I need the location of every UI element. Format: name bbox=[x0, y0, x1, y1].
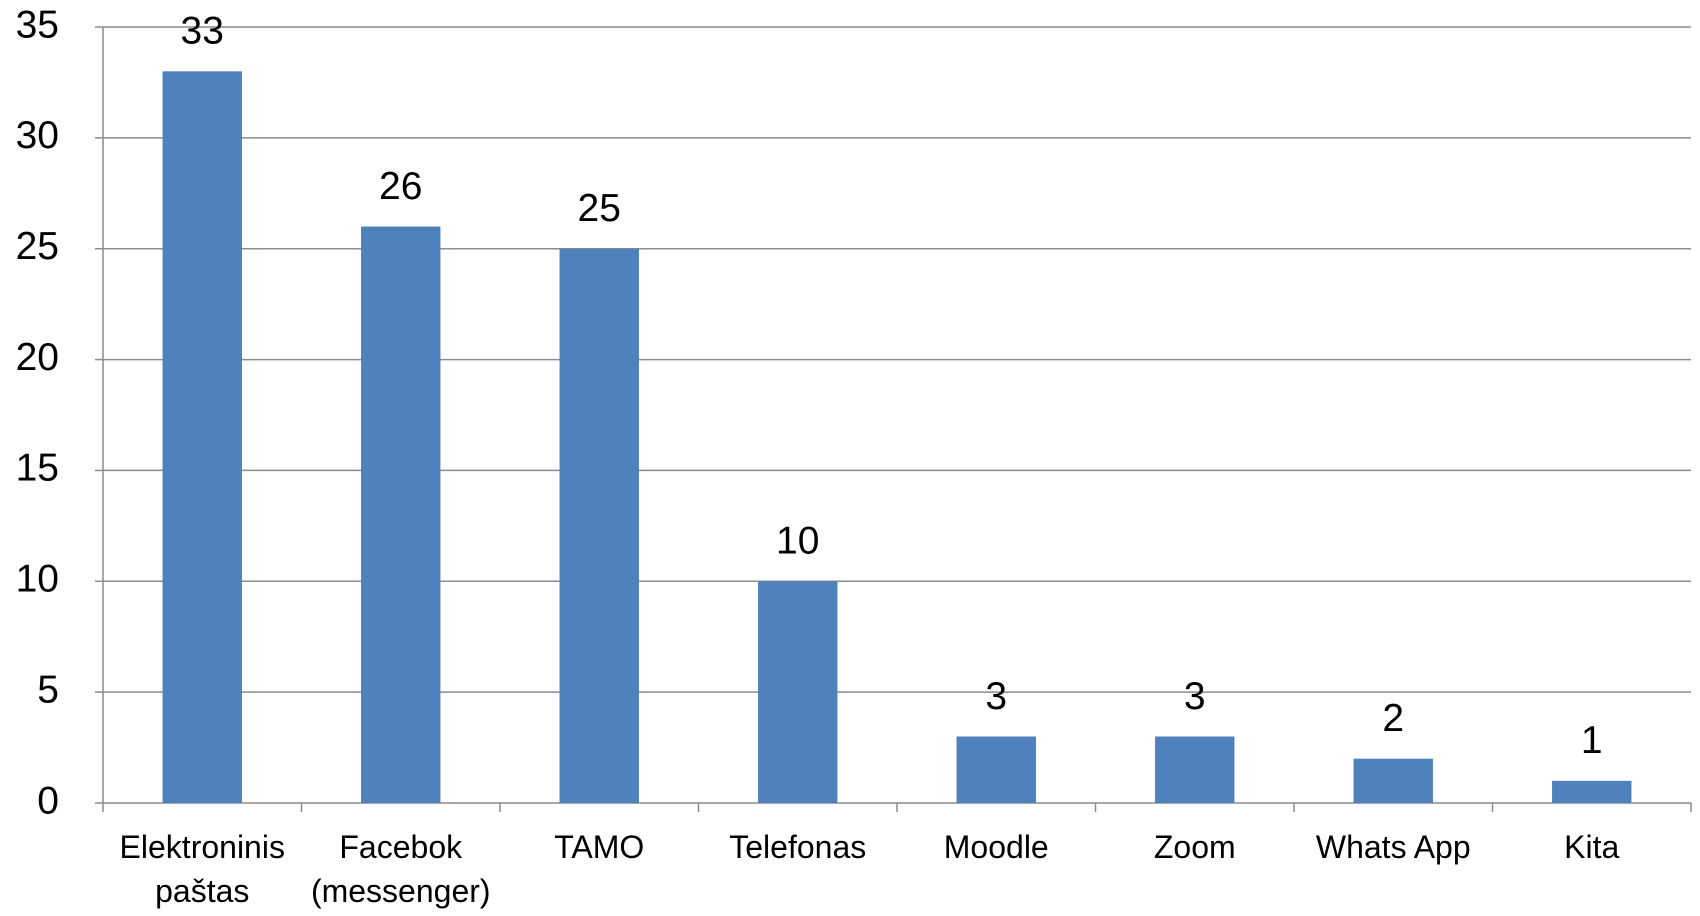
bar bbox=[559, 248, 639, 803]
data-label: 3 bbox=[1184, 675, 1206, 718]
x-tick-label: Elektroninis paštas bbox=[119, 829, 285, 909]
data-label: 3 bbox=[985, 675, 1007, 718]
bar bbox=[956, 736, 1036, 803]
x-tick-label: Telefonas bbox=[729, 829, 867, 865]
y-tick-label: 15 bbox=[16, 447, 59, 490]
x-tick-label: Zoom bbox=[1153, 829, 1236, 865]
x-tick-label: Moodle bbox=[943, 829, 1049, 865]
y-tick-label: 20 bbox=[16, 336, 59, 379]
x-tick-label: Facebok (messenger) bbox=[310, 829, 491, 909]
y-tick-label: 5 bbox=[37, 668, 59, 711]
x-tick-label: Whats App bbox=[1315, 829, 1471, 865]
data-label: 10 bbox=[776, 520, 819, 563]
data-label: 25 bbox=[578, 187, 621, 230]
y-tick-label: 35 bbox=[16, 3, 59, 46]
bar bbox=[758, 581, 838, 803]
y-tick-label: 25 bbox=[16, 225, 59, 268]
data-label: 26 bbox=[379, 165, 422, 208]
data-label: 33 bbox=[181, 10, 224, 53]
bar bbox=[1155, 736, 1235, 803]
bar bbox=[1353, 758, 1433, 803]
x-tick-label: Kita bbox=[1564, 829, 1620, 865]
data-label: 2 bbox=[1382, 697, 1404, 740]
y-tick-label: 0 bbox=[37, 779, 59, 822]
bar bbox=[162, 71, 242, 804]
bar bbox=[361, 226, 441, 804]
data-label: 1 bbox=[1581, 719, 1603, 762]
y-tick-label: 10 bbox=[16, 558, 59, 601]
x-tick-label: TAMO bbox=[554, 829, 645, 865]
y-tick-label: 30 bbox=[16, 114, 59, 157]
bar bbox=[1552, 780, 1632, 803]
